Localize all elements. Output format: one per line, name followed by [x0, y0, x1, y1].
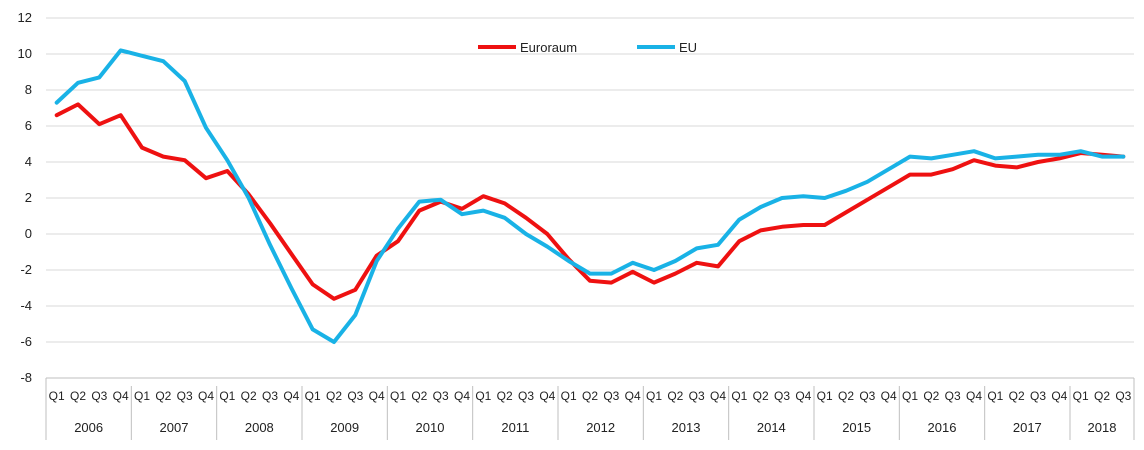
x-tick-quarter: Q3 [1030, 389, 1046, 403]
x-tick-quarter: Q2 [411, 389, 427, 403]
y-tick-label: -4 [20, 298, 32, 313]
x-tick-quarter: Q1 [390, 389, 406, 403]
y-axis: -8 -6 -4 -2 0 2 4 6 8 10 12 [18, 10, 32, 385]
x-tick-quarter: Q2 [1009, 389, 1025, 403]
x-tick-quarter: Q1 [305, 389, 321, 403]
x-tick-quarter: Q3 [91, 389, 107, 403]
x-tick-quarter: Q1 [561, 389, 577, 403]
x-axis: Q1 Q2 Q3 Q4 Q1 Q2 Q3 Q4 Q1 Q2 Q3 Q4 Q1 Q2 Q3 Q4 Q1 Q2 Q3 Q4… [45, 377, 1135, 440]
legend-label: EU [679, 40, 697, 55]
x-tick-quarter: Q3 [603, 389, 619, 403]
x-tick-quarter: Q4 [454, 389, 470, 403]
x-tick-quarter: Q4 [795, 389, 811, 403]
y-tick-label: -6 [20, 334, 32, 349]
x-tick-quarter: Q2 [497, 389, 513, 403]
x-tick-quarter: Q1 [475, 389, 491, 403]
x-tick-year: 2010 [416, 420, 445, 435]
x-tick-quarter: Q4 [1051, 389, 1067, 403]
x-tick-quarter: Q1 [731, 389, 747, 403]
x-tick-year: 2011 [501, 420, 529, 435]
x-tick-quarter: Q4 [369, 389, 385, 403]
x-tick-year: 2012 [586, 420, 615, 435]
x-tick-year: 2007 [160, 420, 189, 435]
x-tick-quarter: Q3 [518, 389, 534, 403]
x-tick-year: 2008 [245, 420, 274, 435]
x-tick-quarter: Q3 [347, 389, 363, 403]
y-tick-label: 10 [18, 46, 32, 61]
legend-label: Euroraum [520, 40, 577, 55]
series-line-euroraum [54, 102, 1126, 301]
x-tick-quarter: Q2 [582, 389, 598, 403]
x-tick-quarter: Q4 [539, 389, 555, 403]
y-tick-label: -8 [20, 370, 32, 385]
legend: Euroraum EU [478, 40, 697, 55]
x-tick-quarter: Q1 [1073, 389, 1089, 403]
x-tick-quarter: Q1 [219, 389, 235, 403]
x-tick-quarter: Q3 [945, 389, 961, 403]
x-tick-quarter: Q2 [326, 389, 342, 403]
x-tick-quarter: Q2 [241, 389, 257, 403]
x-tick-year: 2009 [330, 420, 359, 435]
x-tick-quarter: Q1 [646, 389, 662, 403]
x-tick-quarter: Q4 [966, 389, 982, 403]
x-tick-quarter: Q2 [923, 389, 939, 403]
x-tick-quarter: Q1 [987, 389, 1003, 403]
x-tick-quarter: Q1 [902, 389, 918, 403]
x-tick-quarter: Q1 [49, 389, 65, 403]
x-tick-quarter: Q3 [433, 389, 449, 403]
x-tick-quarter: Q3 [689, 389, 705, 403]
x-tick-quarter: Q2 [667, 389, 683, 403]
y-tick-label: 12 [18, 10, 32, 25]
x-tick-year: 2013 [672, 420, 701, 435]
x-tick-quarter: Q4 [283, 389, 299, 403]
x-tick-year: 2006 [74, 420, 103, 435]
y-tick-label: 0 [25, 226, 32, 241]
series-line-eu [54, 48, 1126, 344]
x-tick-quarter: Q2 [1094, 389, 1110, 403]
x-tick-quarter: Q4 [625, 389, 641, 403]
x-tick-quarter: Q1 [817, 389, 833, 403]
x-tick-year: 2017 [1013, 420, 1042, 435]
x-tick-quarter: Q4 [198, 389, 214, 403]
x-tick-quarter: Q3 [1115, 389, 1131, 403]
x-tick-quarter: Q4 [113, 389, 129, 403]
series-lines [54, 48, 1126, 344]
x-tick-quarter: Q2 [838, 389, 854, 403]
x-tick-quarter: Q3 [262, 389, 278, 403]
x-tick-quarter: Q4 [881, 389, 897, 403]
x-tick-quarter: Q2 [70, 389, 86, 403]
x-tick-year: 2018 [1088, 420, 1117, 435]
x-tick-quarter: Q3 [774, 389, 790, 403]
x-tick-year: 2015 [842, 420, 871, 435]
x-tick-quarter: Q3 [177, 389, 193, 403]
x-tick-quarter: Q4 [710, 389, 726, 403]
x-tick-quarter: Q3 [859, 389, 875, 403]
y-tick-label: 4 [25, 154, 32, 169]
x-tick-quarter: Q1 [134, 389, 150, 403]
y-tick-label: 6 [25, 118, 32, 133]
x-tick-year: 2016 [928, 420, 957, 435]
y-tick-label: -2 [20, 262, 32, 277]
x-tick-quarter: Q2 [753, 389, 769, 403]
x-tick-year: 2014 [757, 420, 786, 435]
gridlines [46, 17, 1134, 379]
y-tick-label: 8 [25, 82, 32, 97]
x-tick-quarter: Q2 [155, 389, 171, 403]
y-tick-label: 2 [25, 190, 32, 205]
